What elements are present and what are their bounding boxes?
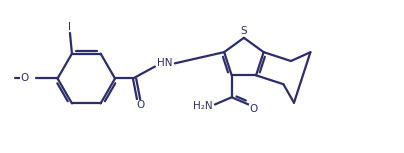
Text: I: I [68, 22, 72, 32]
Text: H₂N: H₂N [193, 101, 213, 111]
Text: HN: HN [157, 58, 173, 68]
Text: O: O [249, 104, 257, 114]
Text: O: O [136, 100, 144, 110]
Text: O: O [20, 73, 29, 83]
Text: S: S [240, 26, 247, 36]
